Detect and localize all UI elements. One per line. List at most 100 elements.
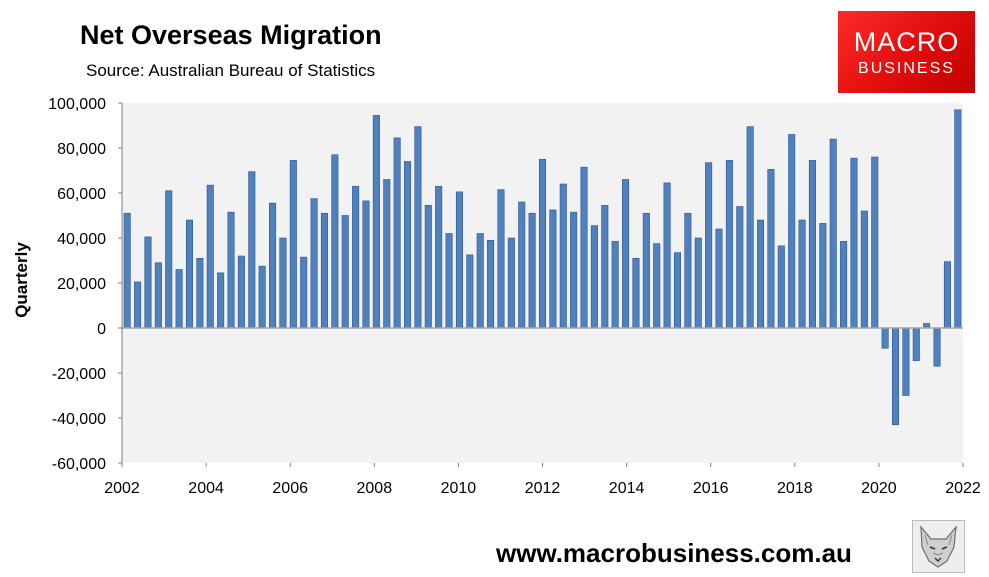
y-tick-label: 40,000	[57, 231, 106, 248]
bar	[715, 228, 723, 329]
bar	[217, 272, 225, 329]
x-tick-label: 2006	[272, 480, 308, 497]
bar	[237, 255, 245, 329]
bar	[933, 327, 941, 367]
bar	[777, 245, 785, 329]
bar	[383, 179, 391, 329]
bar	[269, 202, 277, 329]
x-tick-label: 2018	[777, 480, 813, 497]
y-tick-label: 80,000	[57, 141, 106, 158]
bar	[227, 211, 235, 329]
y-tick-label: 100,000	[48, 96, 106, 113]
bar	[393, 137, 401, 329]
bar	[185, 219, 194, 329]
bar	[518, 201, 526, 329]
bar	[694, 237, 702, 329]
bar	[445, 233, 453, 329]
bar	[300, 256, 308, 329]
bar	[196, 257, 204, 329]
bar	[289, 160, 297, 329]
bar	[725, 160, 733, 329]
bar	[435, 185, 443, 329]
y-tick-label: -60,000	[52, 456, 106, 473]
logo-line-2: BUSINESS	[858, 60, 955, 77]
y-tick-label: 0	[97, 321, 106, 338]
bar	[590, 225, 598, 329]
bar	[549, 209, 557, 329]
bar	[279, 237, 287, 329]
bar	[352, 185, 360, 329]
bar	[632, 257, 640, 329]
bar	[487, 239, 495, 329]
bar	[123, 212, 131, 329]
bar	[829, 138, 837, 329]
bar	[943, 261, 951, 329]
bar	[746, 126, 754, 329]
bar	[902, 327, 910, 396]
bar	[154, 262, 162, 329]
bar	[497, 189, 505, 329]
bar	[684, 212, 692, 329]
bar	[404, 161, 412, 329]
bar	[570, 211, 578, 329]
bar	[642, 212, 650, 329]
bar	[507, 237, 515, 329]
y-tick-label: 60,000	[57, 186, 106, 203]
bar	[466, 254, 474, 329]
bar	[206, 184, 214, 329]
bar	[850, 157, 858, 329]
bar	[798, 219, 806, 329]
bar	[653, 243, 661, 329]
x-tick-label: 2022	[945, 480, 981, 497]
bar	[528, 212, 536, 329]
bar	[891, 327, 900, 426]
bar	[808, 160, 816, 329]
bar	[860, 210, 868, 329]
bar	[134, 281, 142, 329]
bar	[320, 212, 328, 329]
bar	[175, 269, 183, 329]
bar	[819, 223, 827, 329]
x-tick-label: 2014	[609, 480, 645, 497]
logo-line-1: MACRO	[853, 27, 960, 57]
x-tick-label: 2020	[861, 480, 897, 497]
bar	[954, 109, 962, 329]
bar	[622, 179, 630, 329]
bar	[736, 206, 744, 329]
bar	[757, 219, 765, 329]
y-tick-label: 20,000	[57, 276, 106, 293]
bar	[705, 162, 713, 329]
bar	[424, 205, 432, 329]
bar	[611, 241, 619, 329]
bar	[663, 182, 671, 329]
bar	[165, 190, 173, 329]
y-tick-label: -40,000	[52, 411, 106, 428]
bar	[767, 169, 775, 329]
y-tick-label: -20,000	[52, 366, 106, 383]
bar	[601, 205, 609, 329]
bar	[341, 215, 349, 329]
bar	[144, 236, 152, 329]
bar	[840, 241, 848, 329]
bar	[871, 156, 879, 329]
bar	[362, 200, 370, 329]
x-tick-label: 2010	[441, 480, 477, 497]
chart-subtitle: Source: Australian Bureau of Statistics	[86, 61, 376, 80]
x-tick-label: 2016	[693, 480, 729, 497]
bar	[912, 327, 920, 361]
x-tick-label: 2004	[188, 480, 224, 497]
bar	[580, 166, 588, 329]
bar	[538, 158, 547, 329]
bar	[331, 154, 339, 329]
website-url[interactable]: www.macrobusiness.com.au	[496, 538, 852, 568]
x-tick-label: 2002	[104, 480, 140, 497]
macrobusiness-logo[interactable]: MACRO BUSINESS	[838, 11, 975, 93]
bar	[258, 265, 266, 329]
bar	[673, 252, 682, 329]
bar	[248, 171, 256, 329]
chart-title: Net Overseas Migration	[80, 20, 382, 50]
bar	[455, 191, 463, 329]
bar	[881, 327, 889, 349]
bar	[310, 198, 318, 329]
